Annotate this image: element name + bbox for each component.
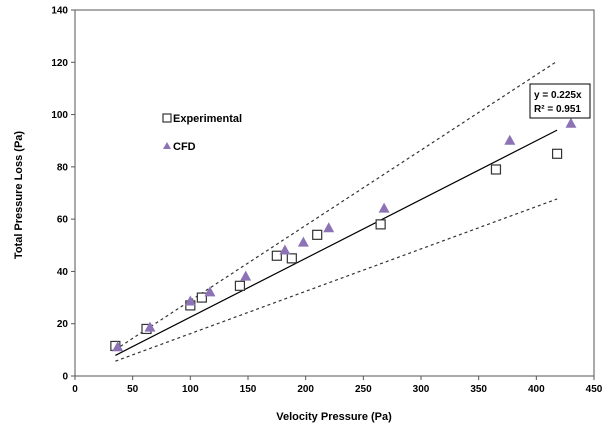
trendline-equation: y = 0.225x bbox=[534, 90, 582, 101]
trendline-r-squared: R² = 0.951 bbox=[534, 104, 581, 115]
cfd-point bbox=[144, 321, 156, 332]
y-tick-label: 20 bbox=[57, 319, 69, 330]
cfd-point bbox=[378, 202, 390, 213]
x-tick-label: 100 bbox=[182, 384, 199, 395]
experimental-point bbox=[196, 292, 207, 303]
cfd-point bbox=[565, 117, 577, 128]
x-tick-label: 450 bbox=[586, 384, 603, 395]
y-tick-label: 60 bbox=[57, 215, 69, 226]
legend-experimental-marker bbox=[162, 113, 172, 123]
experimental-point bbox=[375, 219, 386, 230]
experimental-point bbox=[286, 253, 297, 264]
lower-bound-line bbox=[115, 198, 558, 362]
y-axis-title: Total Pressure Loss (Pa) bbox=[13, 131, 25, 260]
axes: 0 50 100 150 200 250 300 350 400 450 0 20 40 60 80 100 1… bbox=[51, 6, 602, 396]
cfd-point bbox=[297, 236, 309, 247]
x-tick-label: 300 bbox=[413, 384, 430, 395]
y-tick-label: 100 bbox=[51, 110, 68, 121]
experimental-point bbox=[551, 148, 563, 159]
legend-cfd-label: CFD bbox=[173, 141, 196, 153]
trendline bbox=[115, 129, 558, 356]
equation-box-border bbox=[529, 83, 591, 119]
y-tick-label: 80 bbox=[57, 162, 69, 173]
legend: Experimental CFD bbox=[162, 113, 242, 153]
cfd-point bbox=[504, 134, 516, 145]
experimental-point bbox=[312, 229, 323, 240]
x-tick-label: 250 bbox=[355, 384, 372, 395]
x-tick-label: 200 bbox=[297, 384, 314, 395]
cfd-point bbox=[279, 244, 291, 255]
y-tick-label: 40 bbox=[57, 267, 69, 278]
y-tick-label: 120 bbox=[51, 58, 68, 69]
cfd-point bbox=[323, 222, 335, 233]
cfd-point bbox=[184, 295, 196, 306]
x-axis-title: Velocity Pressure (Pa) bbox=[276, 411, 392, 423]
x-tick-label: 400 bbox=[528, 384, 545, 395]
cfd-point bbox=[204, 286, 216, 297]
data-points bbox=[110, 117, 577, 352]
plot-area-frame bbox=[74, 9, 595, 377]
y-tick-label: 140 bbox=[51, 6, 68, 17]
experimental-point bbox=[490, 164, 502, 175]
experimental-point bbox=[234, 280, 246, 291]
experimental-point bbox=[271, 250, 282, 261]
x-tick-label: 350 bbox=[470, 384, 487, 395]
cfd-point bbox=[112, 341, 124, 352]
trendlines bbox=[115, 60, 558, 362]
y-tick-label: 0 bbox=[62, 372, 68, 383]
legend-cfd-marker bbox=[163, 142, 171, 149]
equation-box: y = 0.225x R² = 0.951 bbox=[529, 83, 591, 119]
x-tick-label: 0 bbox=[72, 384, 78, 395]
x-tick-label: 150 bbox=[240, 384, 257, 395]
upper-bound-line bbox=[115, 60, 558, 351]
legend-experimental-label: Experimental bbox=[173, 113, 242, 125]
cfd-point bbox=[240, 270, 252, 281]
x-tick-label: 50 bbox=[127, 384, 139, 395]
